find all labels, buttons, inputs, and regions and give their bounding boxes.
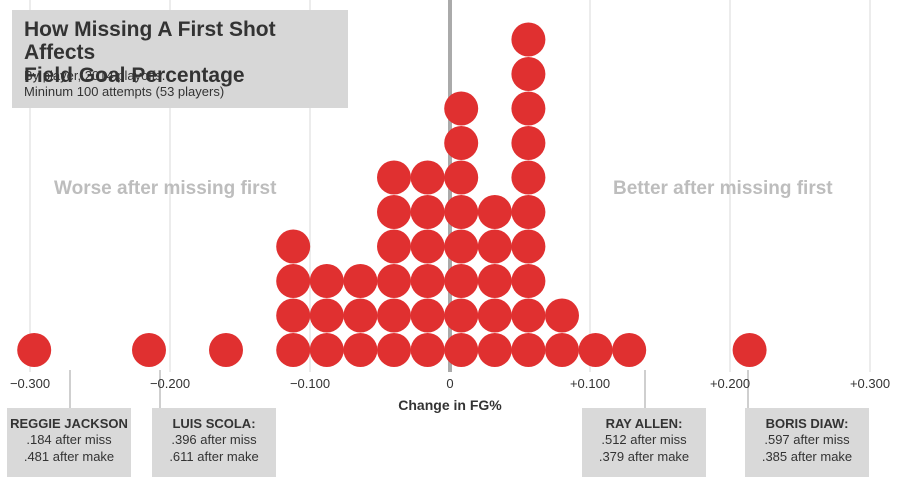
- player-dot: [444, 333, 479, 367]
- player-dot: [511, 160, 546, 195]
- callout-after-make: .379 after make: [598, 449, 690, 464]
- x-tick-label: +0.100: [570, 376, 610, 391]
- callout-after-make: .611 after make: [169, 449, 259, 464]
- player-dot: [511, 264, 546, 298]
- player-dot: [209, 333, 243, 367]
- player-dot: [578, 333, 613, 367]
- x-axis-label: Change in FG%: [398, 397, 502, 413]
- player-dot: [511, 22, 546, 57]
- title-box: How Missing A First Shot Affects Field G…: [12, 10, 348, 108]
- player-dot: [309, 333, 344, 367]
- player-dot: [309, 264, 344, 298]
- callout-after-miss: .184 after miss: [26, 432, 112, 447]
- player-dot: [377, 264, 411, 298]
- player-dot: [410, 264, 445, 298]
- player-dot: [410, 160, 445, 195]
- worse-label: Worse after missing first: [54, 178, 277, 199]
- subtitle-line-1: By player, 2014 playoffs.: [24, 68, 166, 83]
- callout-ray-allen: RAY ALLEN: .512 after miss .379 after ma…: [582, 408, 706, 477]
- dots: [17, 22, 767, 367]
- player-dot: [511, 126, 546, 160]
- callout-after-make: .385 after make: [761, 449, 853, 464]
- player-dot: [477, 264, 512, 298]
- callout-name: RAY ALLEN:: [605, 416, 683, 431]
- player-dot: [444, 160, 479, 195]
- callout-name: BORIS DIAW:: [765, 416, 849, 431]
- chart-title: How Missing A First Shot Affects Field G…: [24, 18, 344, 87]
- player-dot: [343, 298, 378, 333]
- callout-name: LUIS SCOLA:: [172, 416, 256, 431]
- callout-after-make: .481 after make: [23, 449, 115, 464]
- player-dot: [477, 333, 512, 367]
- player-dot: [511, 57, 546, 91]
- player-dot: [444, 91, 479, 126]
- player-dot: [444, 264, 479, 298]
- player-dot: [377, 160, 411, 195]
- player-dot: [511, 298, 546, 333]
- x-tick-label: 0: [446, 376, 453, 391]
- player-dot: [377, 195, 411, 229]
- player-dot: [511, 229, 546, 264]
- callout-luis-scola: LUIS SCOLA: .396 after miss .611 after m…: [152, 408, 276, 477]
- player-dot: [444, 195, 479, 229]
- player-dot: [377, 229, 411, 264]
- player-dot: [276, 264, 311, 298]
- player-dot: [732, 333, 767, 367]
- player-dot: [377, 298, 411, 333]
- x-axis: −0.300 −0.200 −0.100 0 +0.100 +0.200 +0.300: [10, 376, 890, 391]
- player-dot: [612, 333, 647, 367]
- player-dot: [343, 333, 378, 367]
- player-dot: [477, 229, 512, 264]
- player-dot: [276, 229, 311, 264]
- player-dot: [444, 229, 479, 264]
- callout-name: REGGIE JACKSON: [10, 416, 128, 431]
- x-tick-label: −0.100: [290, 376, 330, 391]
- chart-subtitle: By player, 2014 playoffs. Mininum 100 at…: [24, 68, 224, 100]
- player-dot: [343, 264, 378, 298]
- better-label: Better after missing first: [613, 178, 833, 199]
- callout-after-miss: .512 after miss: [601, 432, 687, 447]
- player-dot: [410, 195, 445, 229]
- player-dot: [276, 333, 311, 367]
- player-dot: [377, 333, 411, 367]
- player-dot: [477, 195, 512, 229]
- x-tick-label: +0.300: [850, 376, 890, 391]
- player-dot: [276, 298, 311, 333]
- callout-boris-diaw: BORIS DIAW: .597 after miss .385 after m…: [745, 408, 869, 477]
- x-tick-label: +0.200: [710, 376, 750, 391]
- callout-reggie-jackson: REGGIE JACKSON .184 after miss .481 afte…: [7, 408, 131, 477]
- player-dot: [410, 229, 445, 264]
- player-dot: [511, 91, 546, 126]
- player-dot: [511, 195, 546, 229]
- player-dot: [410, 298, 445, 333]
- player-dot: [477, 298, 512, 333]
- player-dot: [309, 298, 344, 333]
- title-line-1: How Missing A First Shot Affects: [24, 18, 276, 64]
- x-tick-label: −0.300: [10, 376, 50, 391]
- player-dot: [511, 333, 546, 367]
- player-dot: [444, 298, 479, 333]
- callout-after-miss: .396 after miss: [171, 432, 257, 447]
- subtitle-line-2: Mininum 100 attempts (53 players): [24, 84, 225, 99]
- player-dot: [132, 333, 166, 367]
- player-dot: [444, 126, 479, 160]
- title-line-2: Field Goal Percentage: [24, 64, 245, 87]
- player-dot: [545, 333, 579, 367]
- player-dot: [17, 333, 52, 367]
- callout-leader-lines: [69, 370, 749, 410]
- callout-after-miss: .597 after miss: [764, 432, 850, 447]
- x-tick-label: −0.200: [150, 376, 190, 391]
- player-dot: [545, 298, 579, 333]
- player-dot: [410, 333, 445, 367]
